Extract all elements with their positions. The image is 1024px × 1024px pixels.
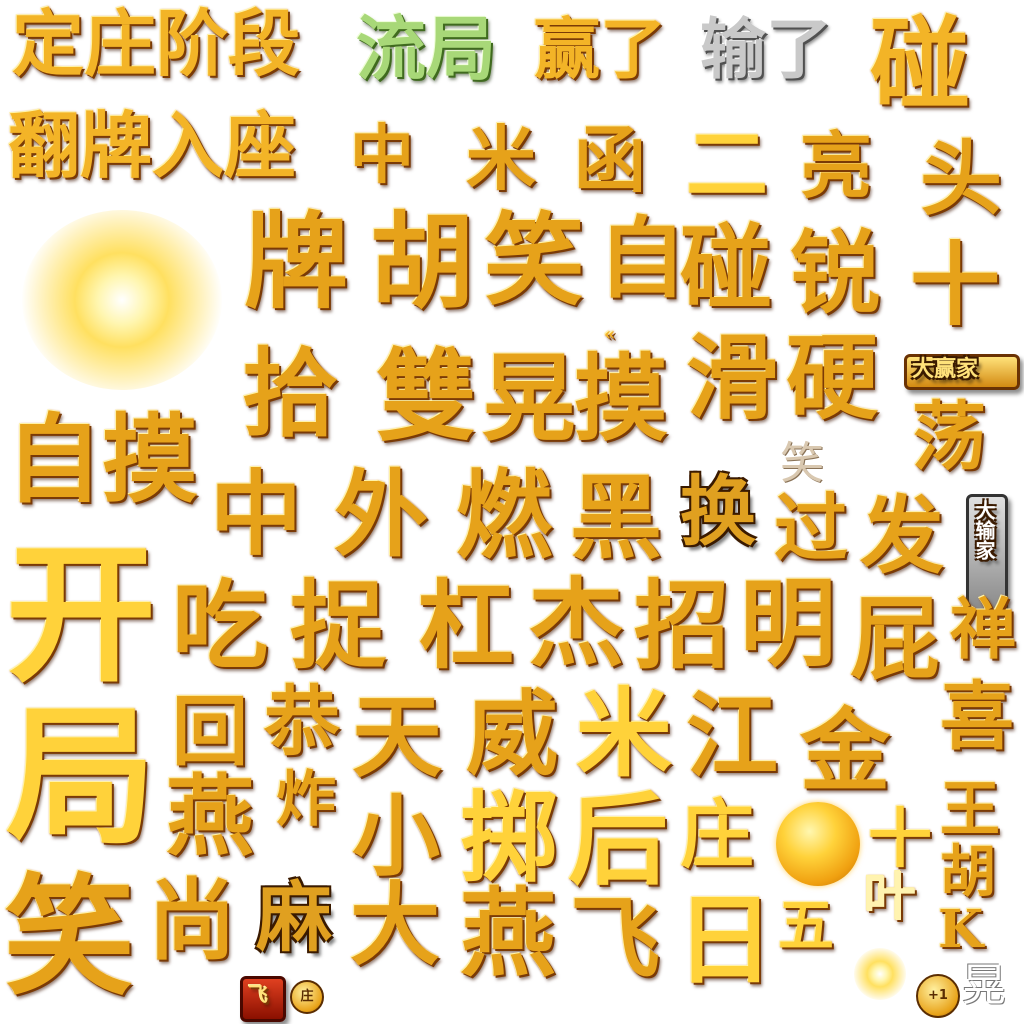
glyph-zhong-2: 中 [210, 460, 303, 568]
glyph-pai: 牌 [244, 200, 349, 323]
zi-mo-label: 自摸 [6, 403, 198, 516]
glyph-wei: 威 [466, 680, 559, 788]
glyph-pi: 屁 [850, 586, 940, 692]
glyph-zhong: 中 [350, 118, 414, 193]
glyph-fei: 飞 [570, 886, 660, 992]
glyph-tian: 天 [352, 684, 442, 790]
glyph-dang: 荡 [912, 394, 986, 480]
glyph-zi: 自 [598, 206, 687, 310]
sun-glow-effect [22, 210, 222, 390]
glyph-k: K [938, 899, 984, 960]
glyph-liang: 亮 [800, 123, 873, 208]
glyph-shi-ten: 十 [868, 802, 932, 877]
glyph-chan: 禅 [950, 590, 1016, 668]
glyph-hei: 黑 [570, 464, 663, 572]
fan-pai-ru-zuo-label: 翻牌入座 [8, 103, 297, 188]
glyph-da: 大 [350, 872, 440, 978]
double-arrow-icon: « [604, 324, 616, 345]
glyph-chi: 吃 [172, 569, 268, 682]
glyph-zhuang: 庄 [680, 792, 754, 878]
big-loser-banner [966, 494, 1008, 612]
glyph-mi-2: 米 [576, 677, 672, 790]
big-loser-label: 大输家 [972, 500, 996, 560]
gold-orb [776, 802, 860, 886]
liu-ju-label: 流局 [356, 7, 496, 90]
glyph-xiao: 笑 [484, 201, 584, 319]
red-flag-tag [240, 976, 286, 1022]
sparkle-effect [854, 948, 906, 1000]
glyph-shi-small: 十 [910, 232, 1000, 338]
kai-large-glyph: 开 [6, 527, 157, 703]
glyph-zha: 炸 [276, 765, 336, 835]
shu-le-label: 输了 [700, 10, 832, 88]
flag-label: 飞 [248, 982, 268, 1006]
glyph-wu: 五 [778, 893, 834, 959]
glyph-yan-2: 燕 [460, 877, 556, 990]
glyph-er: 二 [686, 117, 769, 213]
glyph-jin: 金 [800, 698, 890, 804]
glyph-shi-pick: 拾 [242, 337, 338, 450]
glyph-ying: 硬 [786, 324, 879, 432]
xiao-large-glyph: 笑 [4, 860, 135, 1013]
glyph-hua: 滑 [686, 324, 779, 432]
plus-one-coin: +1 [916, 974, 960, 1018]
glyph-rui: 锐 [790, 220, 880, 326]
glyph-jie: 杰 [528, 567, 624, 680]
glyph-xiao-plain: 笑 [780, 438, 824, 489]
ying-le-label: 赢了 [534, 10, 666, 88]
glyph-ming: 明 [740, 567, 836, 680]
zhuang-badge-label: 庄 [300, 989, 314, 1004]
glyph-guo: 过 [774, 486, 848, 572]
glyph-ri: 日 [676, 883, 775, 998]
plus-one-label: +1 [928, 988, 948, 1003]
glyph-wai: 外 [334, 460, 429, 570]
glyph-hu: 胡 [370, 200, 475, 323]
ding-zhuang-stage-label: 定庄阶段 [12, 1, 301, 86]
glyph-mo: 摸 [574, 344, 669, 454]
glyph-wang: 王 [940, 775, 1000, 845]
peng-large-glyph: 碰 [870, 5, 970, 123]
big-winner-label: 大赢家 [912, 356, 979, 382]
glyph-ma: 麻 [256, 873, 332, 962]
glyph-zhi: 掷 [460, 781, 559, 896]
glyph-huang: 晃 [482, 344, 577, 454]
glyph-shang: 尚 [148, 868, 237, 972]
glyph-mi: 米 [466, 117, 536, 200]
zhuang-badge: 庄 [290, 980, 324, 1014]
glyph-gong: 恭 [264, 677, 340, 766]
glyph-gang: 杠 [418, 569, 514, 682]
glyph-zhao: 招 [634, 569, 730, 682]
glyph-hu-small: 胡 [940, 839, 996, 905]
glyph-huan: 换 [680, 467, 756, 556]
glyph-ran: 燃 [456, 459, 552, 572]
glyph-xi: 喜 [940, 674, 1014, 760]
glyph-zhuo: 捉 [290, 569, 386, 682]
glyph-tou: 头 [920, 131, 1003, 227]
glyph-hou: 后 [568, 781, 668, 899]
glyph-yan: 燕 [166, 764, 255, 868]
glyph-hui: 回 [172, 687, 248, 776]
big-winner-banner [904, 354, 1020, 390]
glyph-xiao-small: 小 [352, 784, 441, 888]
glyph-peng: 碰 [680, 214, 773, 322]
glyph-fa: 发 [860, 486, 945, 585]
glyph-shuang: 雙 [376, 337, 476, 455]
glyph-han: 函 [574, 117, 647, 202]
glyph-huang-plain: 晃 [962, 960, 1006, 1011]
glyph-jiang: 江 [686, 682, 779, 790]
glyph-ye: 叶 [864, 867, 917, 928]
ju-large-glyph: 局 [6, 689, 157, 865]
